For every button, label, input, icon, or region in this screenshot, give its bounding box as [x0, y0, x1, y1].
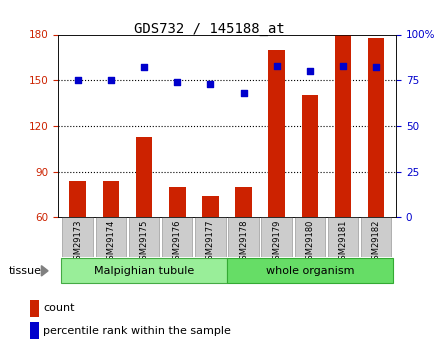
Text: GSM29173: GSM29173 [73, 219, 82, 265]
Bar [103, 181, 119, 309]
Bar [69, 181, 86, 309]
Text: GSM29177: GSM29177 [206, 219, 215, 265]
Bar [30, 322, 39, 339]
Bar [202, 196, 218, 309]
Bar [96, 217, 126, 257]
Text: percentile rank within the sample: percentile rank within the sample [43, 326, 231, 336]
Bar [129, 217, 159, 257]
Point [306, 68, 313, 74]
Bar [62, 217, 93, 257]
Point [141, 65, 148, 70]
Text: Malpighian tubule: Malpighian tubule [94, 266, 194, 276]
Bar [162, 217, 193, 257]
Bar [368, 38, 384, 309]
Bar [195, 217, 226, 257]
Bar [328, 217, 358, 257]
Bar [268, 50, 285, 309]
Bar [361, 217, 392, 257]
Text: tissue: tissue [9, 266, 42, 276]
Text: GSM29178: GSM29178 [239, 219, 248, 265]
Text: GSM29174: GSM29174 [106, 219, 115, 265]
Bar [335, 34, 351, 309]
Text: GSM29180: GSM29180 [305, 219, 314, 265]
Bar [227, 258, 393, 283]
Text: GDS732 / 145188_at: GDS732 / 145188_at [134, 22, 284, 37]
Point [340, 63, 347, 68]
Point [74, 77, 81, 83]
Point [372, 65, 380, 70]
Text: whole organism: whole organism [266, 266, 354, 276]
Bar [136, 137, 152, 309]
Point [207, 81, 214, 87]
Bar [295, 217, 325, 257]
Bar [169, 187, 186, 309]
Point [174, 79, 181, 85]
Text: GSM29175: GSM29175 [140, 219, 149, 265]
Text: GSM29176: GSM29176 [173, 219, 182, 265]
Bar [235, 187, 252, 309]
Bar [302, 96, 318, 309]
Text: GSM29179: GSM29179 [272, 219, 281, 265]
Point [240, 90, 247, 96]
Bar [261, 217, 292, 257]
Point [107, 77, 114, 83]
Bar [228, 217, 259, 257]
Bar [61, 258, 227, 283]
Text: count: count [43, 303, 75, 313]
Text: GSM29181: GSM29181 [339, 219, 348, 265]
Text: GSM29182: GSM29182 [372, 219, 380, 265]
Point [273, 63, 280, 68]
Bar [30, 300, 39, 317]
